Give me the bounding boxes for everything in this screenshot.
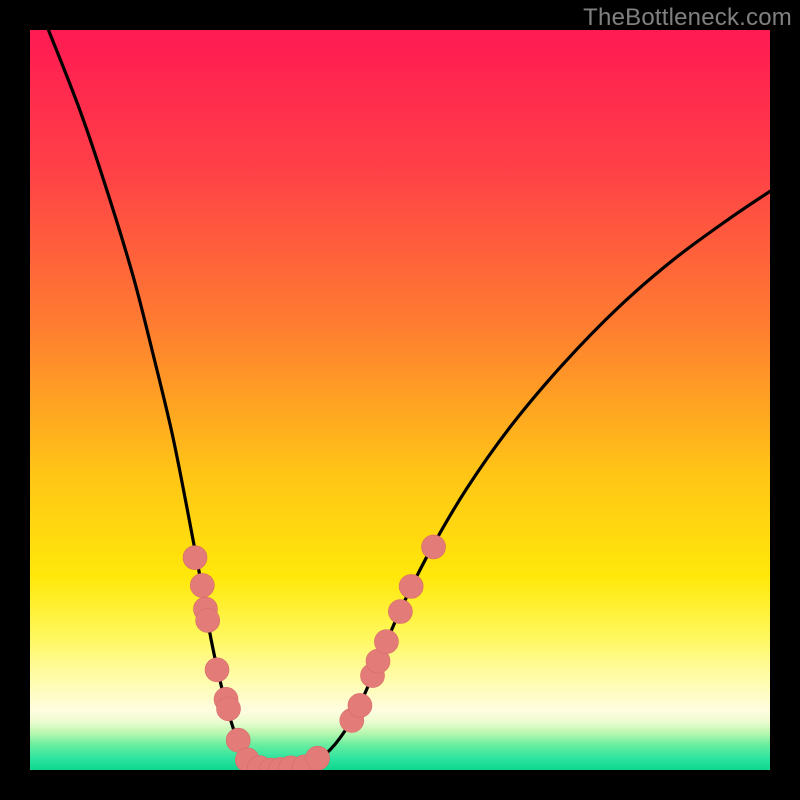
gpu-point [183,546,207,570]
chart-svg [0,0,800,800]
gpu-point [348,693,372,717]
gpu-point [196,608,220,632]
gpu-point [205,658,229,682]
gpu-point [217,697,241,721]
gpu-point [190,573,214,597]
chart-stage: TheBottleneck.com [0,0,800,800]
chart-background [30,30,770,770]
gpu-point [374,630,398,654]
gpu-point [306,746,330,770]
watermark-label: TheBottleneck.com [583,4,792,32]
gpu-point [399,574,423,598]
gpu-point [422,535,446,559]
gpu-point [388,600,412,624]
